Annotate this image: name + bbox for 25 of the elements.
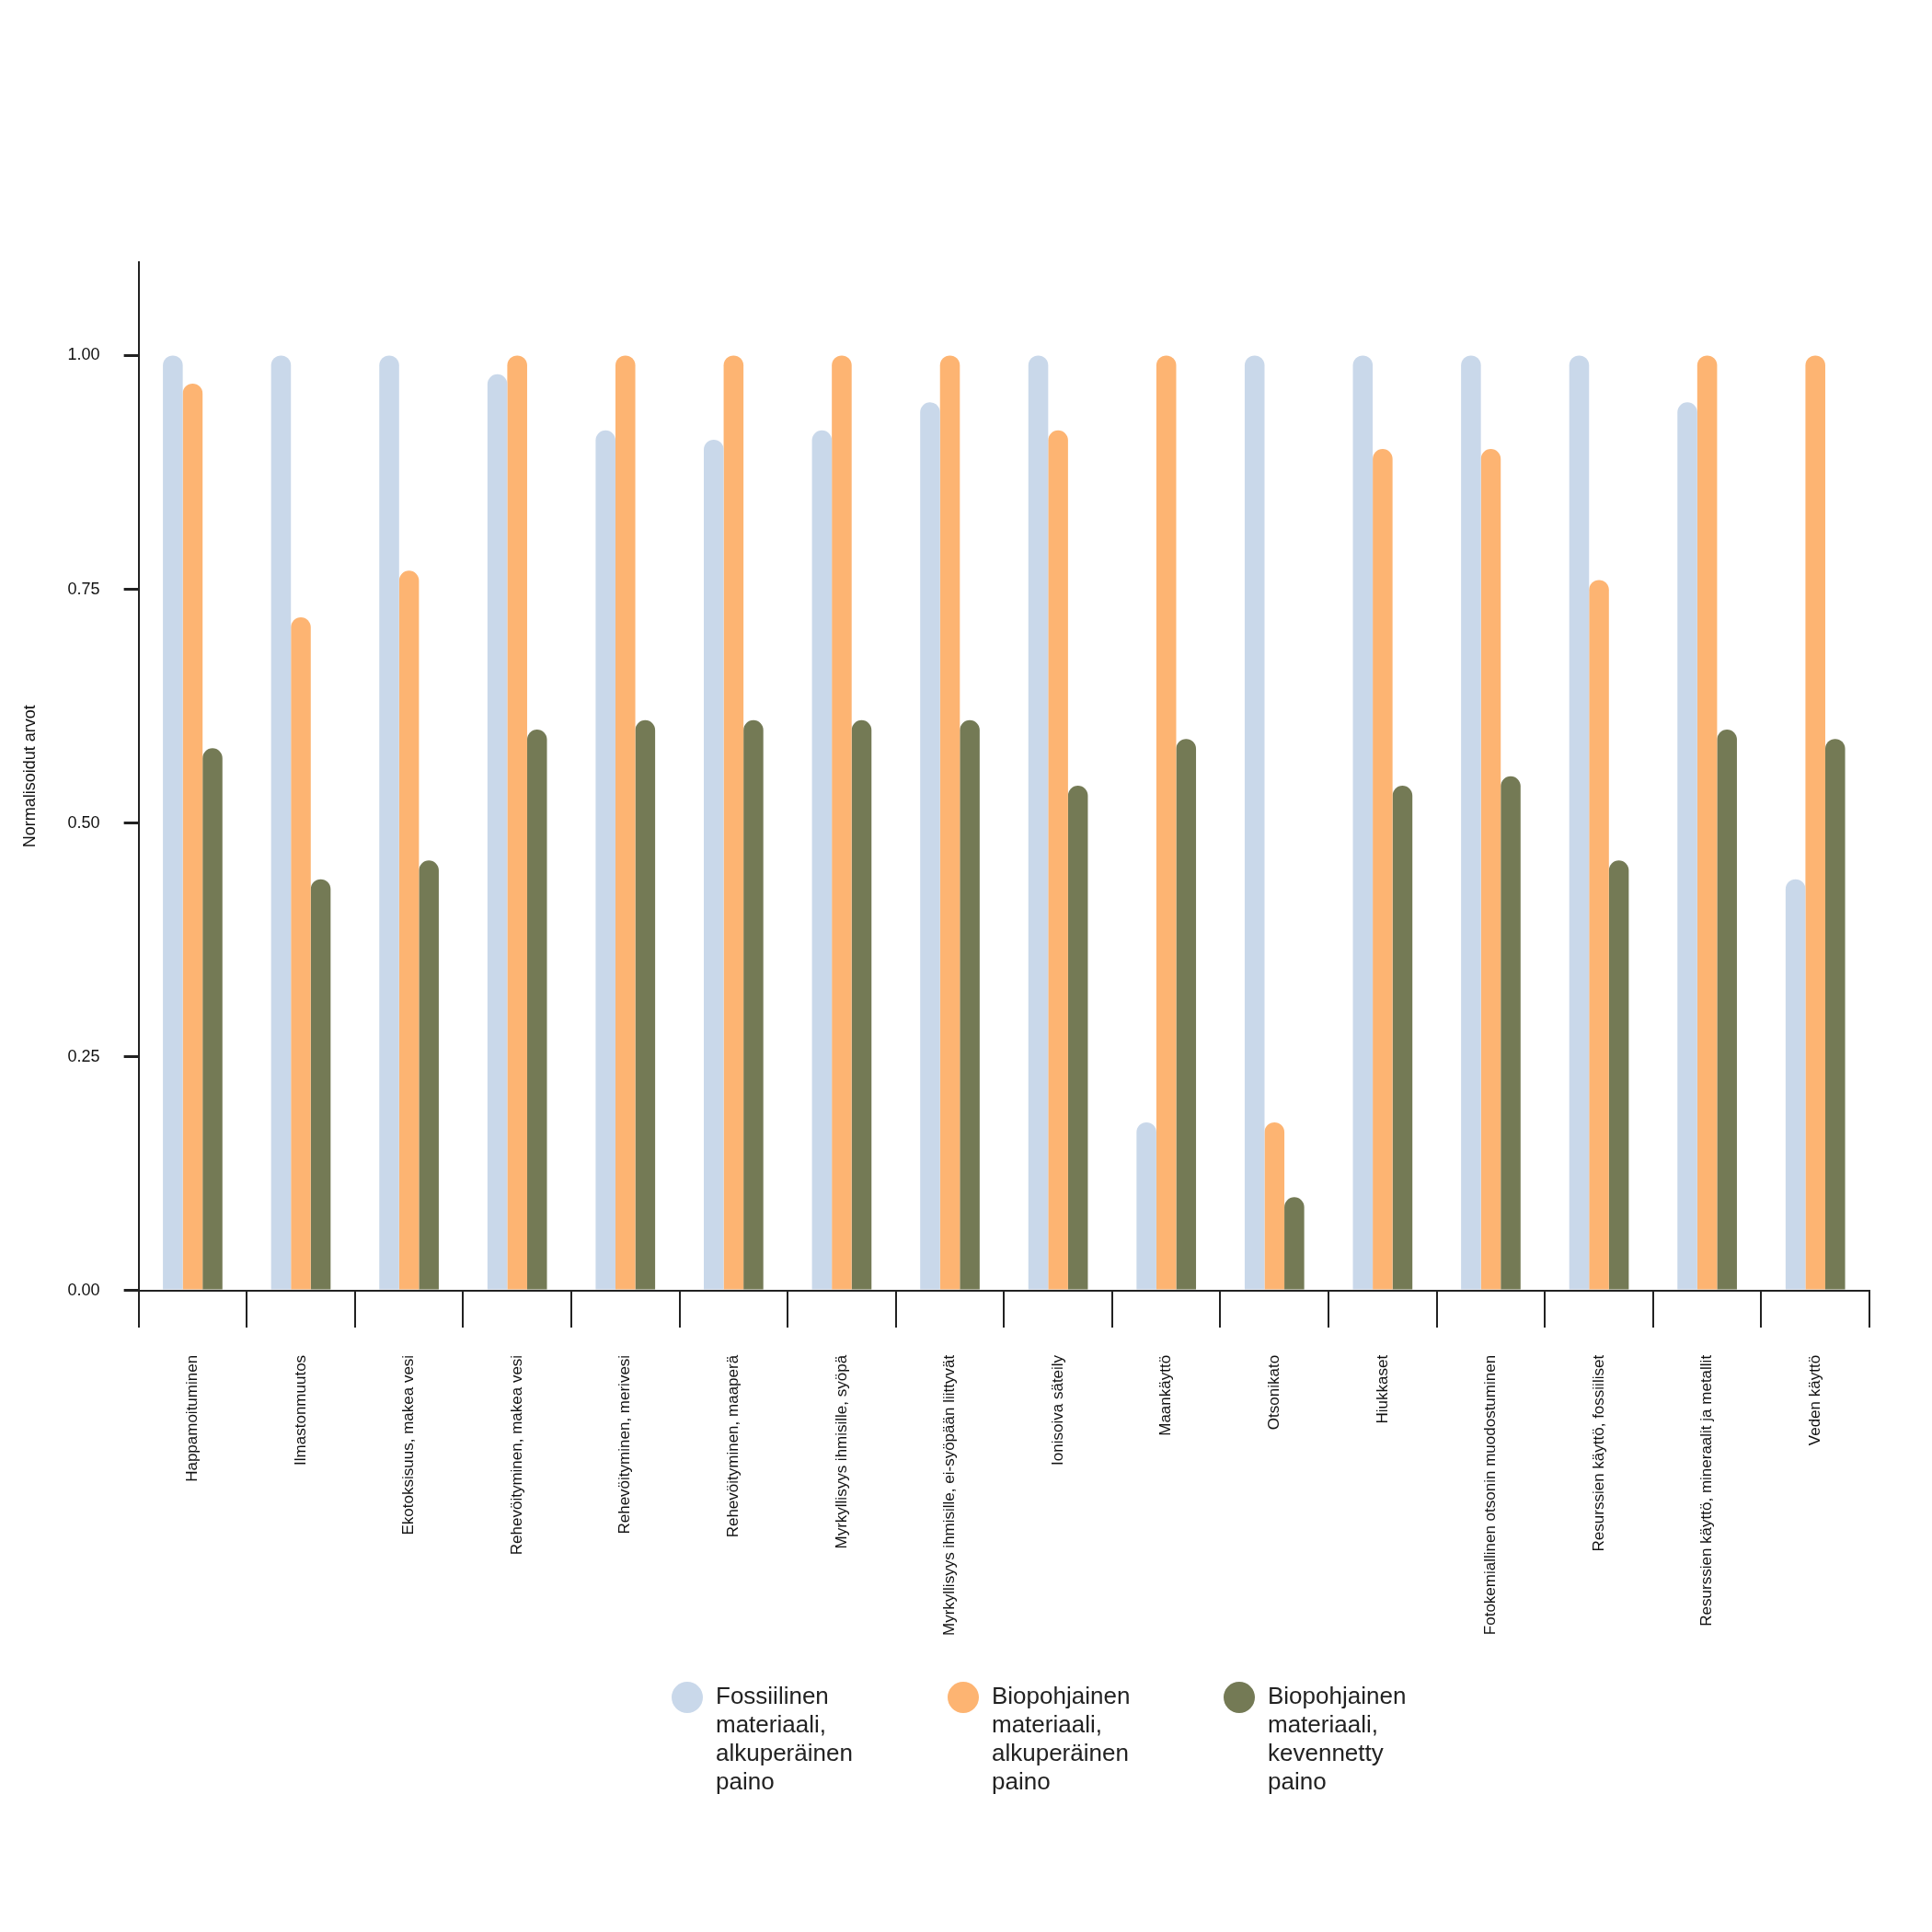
y-tick-label: 0.50 xyxy=(67,812,100,832)
x-tick-label: Ekotoksisuus, makea vesi xyxy=(399,1354,418,1535)
x-tick-label: Myrkyllisyys ihmisille, ei-syöpään liittyvät xyxy=(940,1354,959,1636)
y-axis-title: Normalisoidut arvot xyxy=(19,705,39,848)
x-tick-label: Ionisoiva säteily xyxy=(1048,1354,1066,1466)
x-tick-label: Hiukkaset xyxy=(1373,1354,1391,1424)
y-tick-label: 0.25 xyxy=(67,1046,100,1065)
x-tick-label: Fotokemiallinen otsonin muodostuminen xyxy=(1481,1354,1500,1636)
x-tick-label: Veden käyttö xyxy=(1805,1354,1823,1446)
x-tick-label: Happamoituminen xyxy=(183,1354,201,1482)
y-tick-label: 0.00 xyxy=(67,1280,100,1299)
x-tick-label: Resurssien käyttö, mineraalit ja metallit xyxy=(1697,1354,1716,1627)
x-tick-label: Maankäyttö xyxy=(1156,1354,1175,1436)
x-tick-label: Rehevöityminen, maaperä xyxy=(724,1354,742,1538)
x-tick-label: Rehevöityminen, merivesi xyxy=(615,1354,634,1535)
x-tick-label: Resurssien käyttö, fossiiliset xyxy=(1589,1354,1607,1552)
x-tick-label: Rehevöityminen, makea vesi xyxy=(507,1354,525,1556)
x-tick-label: Ilmastonmuutos xyxy=(291,1354,309,1466)
y-tick-label: 1.00 xyxy=(67,345,100,364)
legend-label: Biopohjainen materiaali, alkuperäinen paino xyxy=(992,1682,1132,1796)
legend-label: Biopohjainen materiaali, kevennetty paino xyxy=(1268,1682,1408,1796)
legend-label: Fossiilinen materiaali, alkuperäinen paino xyxy=(716,1682,854,1796)
y-tick-label: 0.75 xyxy=(67,579,100,598)
x-tick-label: Myrkyllisyys ihmisille, syöpä xyxy=(832,1354,850,1549)
x-tick-label: Otsonikato xyxy=(1264,1354,1282,1431)
